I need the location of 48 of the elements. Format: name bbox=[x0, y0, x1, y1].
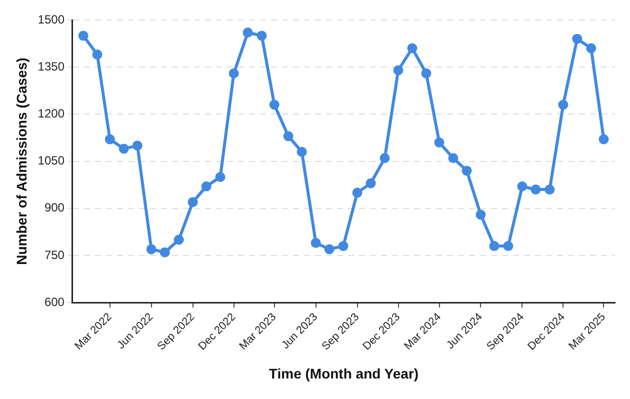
point bbox=[421, 68, 432, 78]
point bbox=[572, 34, 582, 44]
point bbox=[517, 181, 528, 192]
point bbox=[476, 210, 486, 220]
y-tick-label: 600 bbox=[44, 294, 65, 309]
y-tick-label: 900 bbox=[44, 200, 65, 215]
y-axis-title: Number of Admissions (Cases) bbox=[13, 58, 30, 265]
point bbox=[462, 166, 472, 176]
point bbox=[228, 68, 239, 78]
point bbox=[393, 65, 404, 76]
point bbox=[338, 241, 348, 252]
point bbox=[586, 43, 596, 54]
point bbox=[503, 241, 514, 252]
point bbox=[448, 153, 458, 164]
point bbox=[296, 146, 307, 157]
point bbox=[558, 100, 568, 110]
y-tick-label: 1050 bbox=[38, 154, 65, 168]
point bbox=[78, 30, 88, 41]
point bbox=[310, 238, 321, 248]
point bbox=[269, 100, 280, 110]
point bbox=[242, 28, 253, 38]
point bbox=[489, 241, 500, 252]
x-axis-title: Time (Month and Year) bbox=[268, 365, 419, 382]
point bbox=[104, 134, 115, 144]
point bbox=[160, 247, 170, 258]
point bbox=[188, 197, 198, 208]
point bbox=[366, 178, 376, 188]
y-tick-label: 1200 bbox=[38, 106, 65, 120]
point bbox=[256, 30, 267, 41]
point bbox=[530, 184, 541, 195]
point bbox=[544, 184, 555, 195]
point bbox=[118, 144, 129, 154]
point bbox=[598, 134, 609, 144]
point bbox=[380, 153, 390, 164]
point bbox=[324, 244, 334, 254]
point bbox=[201, 181, 212, 192]
y-tick-label: 750 bbox=[44, 248, 65, 262]
point bbox=[352, 188, 362, 198]
y-tick-label: 1500 bbox=[38, 12, 65, 26]
point bbox=[92, 50, 102, 60]
point bbox=[283, 131, 294, 142]
y-tick-label: 1350 bbox=[38, 59, 65, 74]
point bbox=[407, 43, 418, 54]
point bbox=[146, 244, 156, 254]
point bbox=[215, 172, 226, 182]
point bbox=[174, 234, 184, 245]
point bbox=[434, 137, 444, 148]
point bbox=[132, 140, 142, 151]
